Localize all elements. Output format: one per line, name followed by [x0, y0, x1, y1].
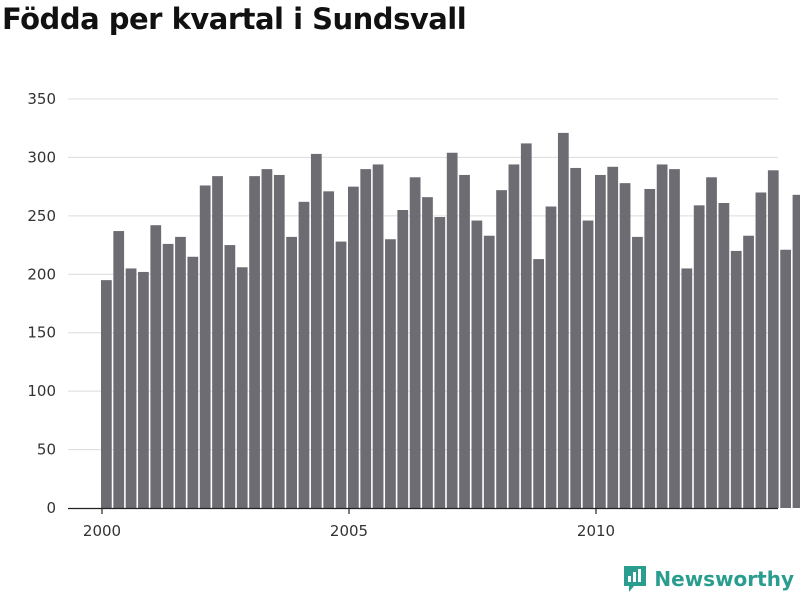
bar: [286, 236, 297, 508]
bar: [459, 174, 470, 508]
y-tick-label: 250: [27, 207, 56, 225]
bar: [199, 185, 211, 508]
bar: [310, 153, 322, 509]
brand-name: Newsworthy: [654, 567, 794, 591]
bar: [693, 205, 705, 508]
bar: [669, 169, 680, 509]
bar: [397, 210, 409, 508]
bar: [681, 268, 693, 508]
bar: [792, 194, 800, 508]
y-tick-label: 100: [27, 382, 56, 400]
bar: [570, 167, 582, 508]
bar: [632, 236, 643, 508]
bar: [644, 188, 656, 509]
chart-title: Födda per kvartal i Sundsvall: [2, 2, 467, 36]
bar: [236, 267, 248, 508]
y-tick-label: 50: [37, 441, 56, 459]
bar: [335, 241, 347, 508]
brand[interactable]: Newsworthy: [622, 564, 794, 594]
bar: [273, 174, 285, 508]
label-layer: 0501001502002503003502000200520102015202…: [27, 90, 615, 540]
bar: [385, 239, 396, 509]
bar: [557, 132, 569, 508]
bar: [348, 186, 359, 508]
bar: [607, 166, 619, 508]
bar: [730, 250, 742, 508]
bar: [162, 243, 174, 508]
newsworthy-logo-icon: [624, 566, 647, 592]
bar: [372, 164, 384, 508]
bar: [422, 197, 433, 508]
x-tick-label: 2005: [330, 522, 368, 540]
bar: [323, 191, 335, 508]
bar: [656, 164, 668, 508]
bar: [101, 280, 112, 508]
bar: [718, 203, 730, 508]
axis-layer: [68, 507, 778, 514]
bar: [582, 220, 594, 508]
y-tick-label: 300: [27, 148, 56, 166]
y-tick-label: 150: [27, 324, 56, 342]
bar: [138, 271, 149, 508]
y-tick-label: 200: [27, 265, 56, 283]
y-tick-label: 350: [27, 90, 56, 108]
bar: [446, 152, 458, 508]
bar: [298, 201, 310, 508]
bar: [496, 190, 507, 508]
bar: [595, 174, 606, 508]
bar: [409, 177, 421, 509]
bar: [743, 235, 754, 508]
bar: [706, 177, 717, 509]
bar: [249, 176, 260, 508]
bar: [471, 220, 483, 508]
bar: [483, 235, 495, 508]
bar: [545, 206, 557, 508]
bar: [125, 268, 137, 508]
bar: [224, 245, 236, 508]
bar: [767, 170, 779, 508]
bar: [261, 169, 273, 509]
bar: [508, 164, 520, 508]
bar: [533, 259, 544, 508]
y-tick-label: 0: [46, 499, 56, 517]
bar: [187, 256, 199, 508]
bar: [150, 225, 162, 508]
bar: [755, 192, 767, 509]
bar: [520, 143, 532, 508]
bar: [212, 176, 223, 508]
bar: [619, 183, 631, 508]
bar: [113, 231, 125, 509]
bar: [780, 249, 791, 508]
bar: [360, 169, 372, 509]
bar: [175, 236, 186, 508]
bar-layer: [101, 132, 800, 509]
x-tick-label: 2010: [577, 522, 615, 540]
x-tick-label: 2000: [83, 522, 121, 540]
bar: [434, 217, 446, 508]
